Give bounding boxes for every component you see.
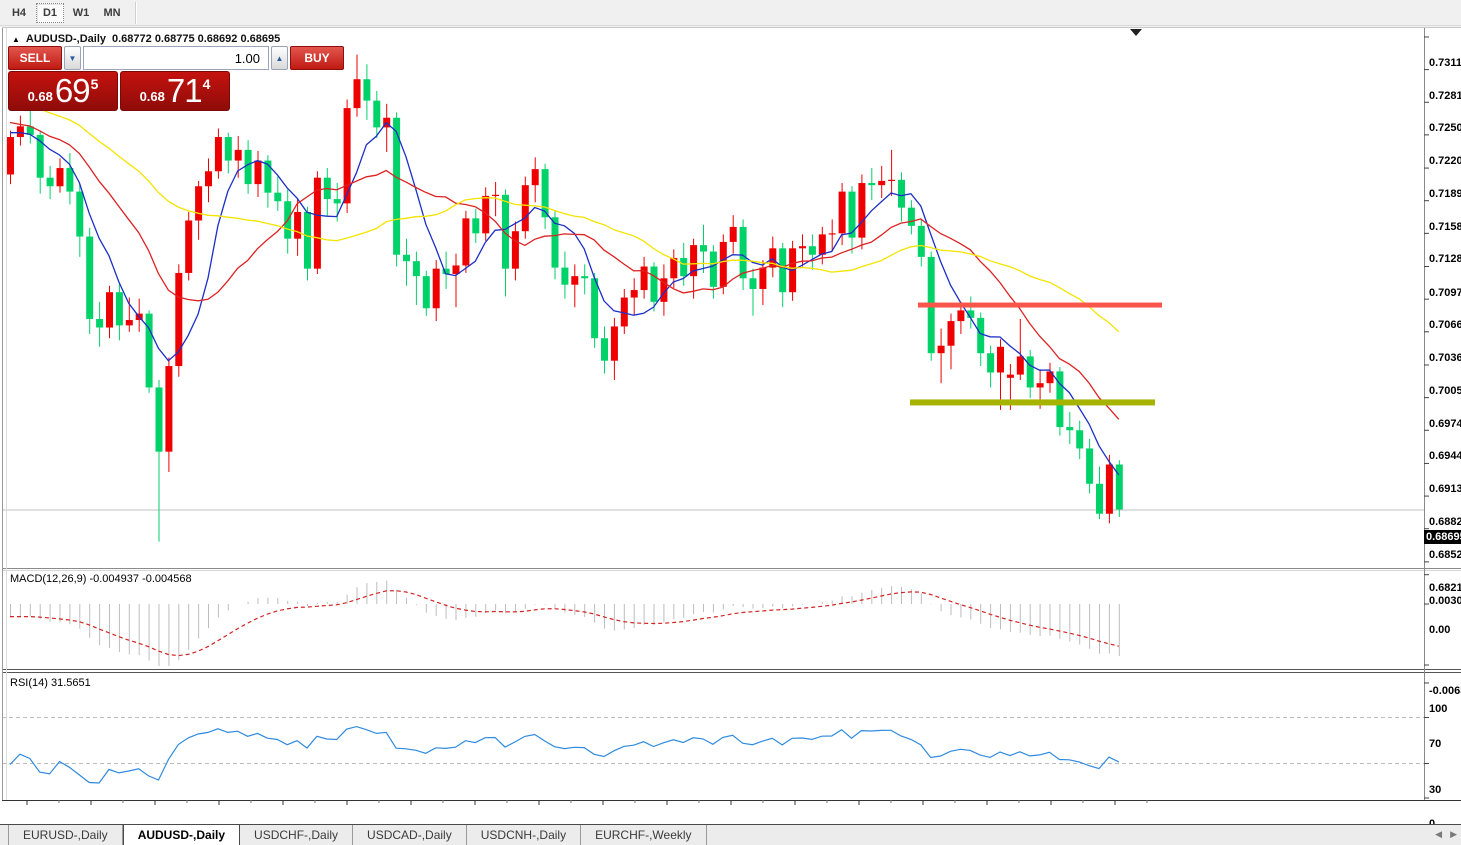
chart-tab-bar: EURUSD-,Daily AUDUSD-,Daily USDCHF-,Daily U… [0,824,1461,845]
timeframe-button-d1[interactable]: D1 [36,2,64,23]
price-axis-label: 0.69745 [1429,417,1461,430]
symbol-name: AUDUSD-,Daily [25,33,106,45]
moving-averages-layer [9,99,1120,476]
drawn-objects-layer [910,302,1162,406]
price-axis-label: 0.72505 [1429,122,1461,135]
toolbar-separator [135,1,136,24]
rsi-pane-layer [9,725,1120,784]
macd-pane-layer [10,580,1120,666]
volume-input[interactable] [83,46,269,70]
timeframe-button-h4[interactable]: H4 [11,6,27,19]
tab-scroll-right-icon[interactable]: ▶ [1450,829,1457,839]
symbol-up-triangle-icon: ▲ [12,34,20,44]
tab-scroll-buttons: ◀ ▶ [1435,829,1457,840]
chart-tab-usdchf[interactable]: USDCHF-,Daily [240,825,354,845]
moving-average-line [9,121,1120,420]
buy-price-box[interactable]: 0.68 71 4 [120,71,230,111]
buy-button[interactable]: BUY [290,46,344,70]
buy-price-sup: 4 [202,76,211,92]
chart-tab-eurusd[interactable]: EURUSD-,Daily [8,825,123,845]
timeframe-buttons: H4 D1 W1 MN [5,2,129,23]
sell-price-sup: 5 [90,76,99,92]
timeframe-toolbar: H4 D1 W1 MN [0,0,1461,26]
price-chart-canvas[interactable] [0,27,1461,824]
timeframe-button-w1[interactable]: W1 [72,6,90,19]
chart-window: ▲ AUDUSD-,Daily 0.68772 0.68775 0.68692 … [0,27,1461,844]
resistance-line[interactable] [918,302,1162,308]
sell-price-big: 69 [54,72,91,109]
sell-button[interactable]: SELL [8,46,62,70]
buy-price-prefix: 0.68 [139,88,165,104]
price-axis-label: 0.73115 [1429,56,1461,69]
chart-title: ▲ AUDUSD-,Daily 0.68772 0.68775 0.68692 … [12,33,280,45]
rsi-line [9,725,1120,784]
volume-decrease-button[interactable]: ▼ [64,46,81,70]
price-axis-label: 0.71585 [1429,220,1461,233]
sell-price-box[interactable]: 0.68 69 5 [8,71,118,111]
moving-average-line [9,99,1120,333]
rsi-axis-label: 70 [1429,737,1442,750]
timeframe-button-mn[interactable]: MN [103,6,121,19]
macd-indicator-label: MACD(12,26,9) -0.004937 -0.004568 [10,573,192,585]
macd-axis-label: 0.003035 [1429,594,1461,607]
price-axis-label: 0.68825 [1429,516,1461,529]
macd-signal-line [10,590,1119,657]
chart-tab-usdcad[interactable]: USDCAD-,Daily [353,825,467,845]
rsi-axis-label: 100 [1429,703,1448,715]
macd-axis-label: 0.00 [1429,624,1451,636]
axes-layer [2,27,1461,805]
macd-axis-label: -0.006315 [1429,685,1461,697]
price-axis-label: 0.70665 [1429,319,1461,332]
tab-scroll-left-icon[interactable]: ◀ [1435,829,1443,839]
candlesticks-layer [7,54,1123,542]
one-click-trade-panel: SELL ▼ ▲ BUY 0.68 69 5 0.68 71 4 [8,46,344,111]
rsi-indicator-label: RSI(14) 31.5651 [10,677,91,689]
chart-tab-usdcnh[interactable]: USDCNH-,Daily [467,825,582,845]
chart-tab-eurchf[interactable]: EURCHF-,Weekly [581,825,707,845]
rsi-axis-label: 30 [1429,783,1442,796]
support-line[interactable] [910,399,1155,406]
buy-price-big: 71 [166,72,203,109]
sell-price-prefix: 0.68 [27,88,53,104]
volume-increase-button[interactable]: ▲ [271,46,288,70]
moving-average-line [9,121,1120,476]
symbol-quote: 0.68772 0.68775 0.68692 0.68695 [112,33,281,45]
current-price-tag: 0.68695 [1424,529,1461,544]
chart-shift-marker-icon [1130,29,1142,36]
chart-tab-audusd[interactable]: AUDUSD-,Daily [122,824,241,845]
